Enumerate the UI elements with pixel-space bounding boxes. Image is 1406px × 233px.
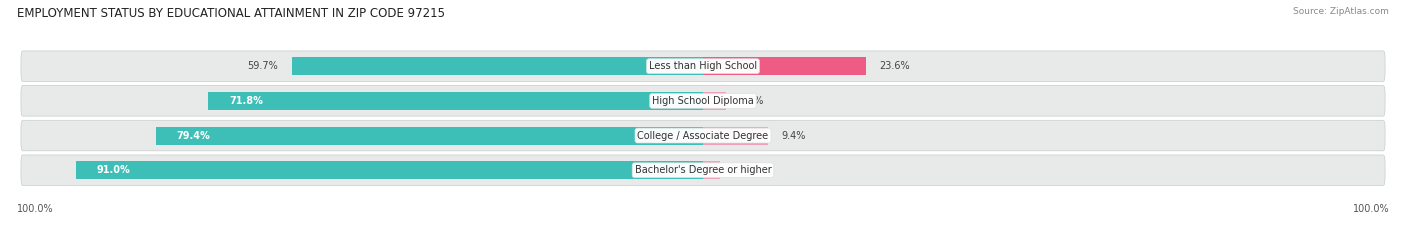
Bar [156, 127, 703, 144]
Text: 2.4%: 2.4% [734, 165, 758, 175]
Text: EMPLOYMENT STATUS BY EDUCATIONAL ATTAINMENT IN ZIP CODE 97215: EMPLOYMENT STATUS BY EDUCATIONAL ATTAINM… [17, 7, 444, 20]
Bar [291, 57, 703, 75]
Text: 23.6%: 23.6% [879, 61, 910, 71]
FancyBboxPatch shape [21, 86, 1385, 116]
Bar [703, 161, 720, 179]
Text: Bachelor's Degree or higher: Bachelor's Degree or higher [634, 165, 772, 175]
Text: 79.4%: 79.4% [177, 130, 211, 140]
Text: 3.3%: 3.3% [740, 96, 763, 106]
Bar [703, 92, 725, 110]
Bar [703, 127, 768, 144]
FancyBboxPatch shape [21, 155, 1385, 185]
Text: Less than High School: Less than High School [650, 61, 756, 71]
Text: 9.4%: 9.4% [782, 130, 806, 140]
Text: High School Diploma: High School Diploma [652, 96, 754, 106]
Text: 71.8%: 71.8% [229, 96, 263, 106]
Bar [76, 161, 703, 179]
Text: Source: ZipAtlas.com: Source: ZipAtlas.com [1294, 7, 1389, 16]
Text: 100.0%: 100.0% [1353, 204, 1389, 214]
Text: 91.0%: 91.0% [97, 165, 131, 175]
Text: 59.7%: 59.7% [247, 61, 278, 71]
Text: College / Associate Degree: College / Associate Degree [637, 130, 769, 140]
FancyBboxPatch shape [21, 120, 1385, 151]
Text: 100.0%: 100.0% [17, 204, 53, 214]
Bar [208, 92, 703, 110]
FancyBboxPatch shape [21, 51, 1385, 82]
Bar [703, 57, 866, 75]
